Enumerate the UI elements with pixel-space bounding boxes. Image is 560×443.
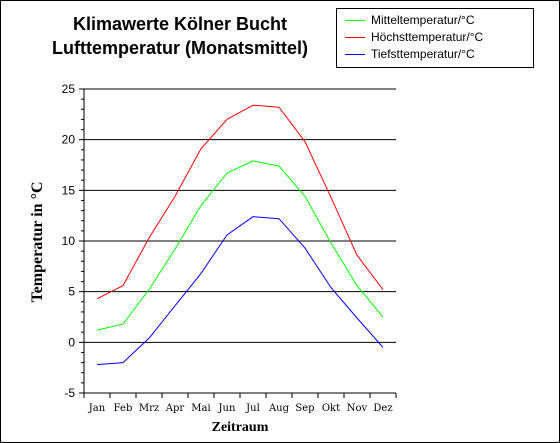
y-tick-label: 15 xyxy=(62,183,76,197)
x-tick-label: Feb xyxy=(114,403,133,414)
legend-label-max: Höchsttemperatur/°C xyxy=(371,30,484,44)
x-tick-label: Sep xyxy=(295,403,314,414)
x-axis-label: Zeitraum xyxy=(212,420,269,435)
x-tick-label: Dez xyxy=(373,403,392,414)
y-tick-label: 0 xyxy=(68,335,75,349)
legend-item-min: Tiefsttemperatur/°C xyxy=(337,46,475,62)
x-tick-label: Mrz xyxy=(139,403,159,414)
chart-title-line-1: Klimawerte Kölner Bucht xyxy=(72,14,288,34)
legend-swatch-mean xyxy=(345,19,365,21)
series-line-1 xyxy=(96,104,384,300)
x-tick-label: Jan xyxy=(88,403,106,414)
x-tick-label: Jun xyxy=(218,403,236,414)
x-tick-label: Mai xyxy=(191,403,210,414)
legend-swatch-max xyxy=(345,36,365,38)
x-tick-label: Aug xyxy=(268,403,290,414)
chart-title-line-2: Lufttemperatur (Monatsmittel) xyxy=(52,38,308,58)
series-line-0 xyxy=(96,160,384,331)
series-line-2 xyxy=(96,216,384,366)
y-tick-label: -5 xyxy=(64,386,75,400)
x-tick-label: Okt xyxy=(322,403,340,414)
y-tick-label: 10 xyxy=(62,234,76,248)
chart-legend: Mitteltemperatur/°C Höchsttemperatur/°C … xyxy=(336,8,534,68)
x-tick-label: Apr xyxy=(165,403,185,414)
y-tick-label: 25 xyxy=(62,82,76,96)
legend-label-min: Tiefsttemperatur/°C xyxy=(371,47,475,61)
y-tick-label: 5 xyxy=(68,285,75,299)
y-axis-label: Temperatur in °C xyxy=(29,181,46,302)
legend-swatch-min xyxy=(345,53,365,55)
x-tick-label: Nov xyxy=(347,403,368,414)
legend-label-mean: Mitteltemperatur/°C xyxy=(371,13,475,27)
x-tick-label: Jul xyxy=(245,403,260,414)
legend-item-mean: Mitteltemperatur/°C xyxy=(337,12,475,28)
chart-title: Klimawerte Kölner Bucht Lufttemperatur (… xyxy=(40,12,320,60)
y-tick-label: 20 xyxy=(62,133,76,147)
legend-item-max: Höchsttemperatur/°C xyxy=(337,29,483,45)
